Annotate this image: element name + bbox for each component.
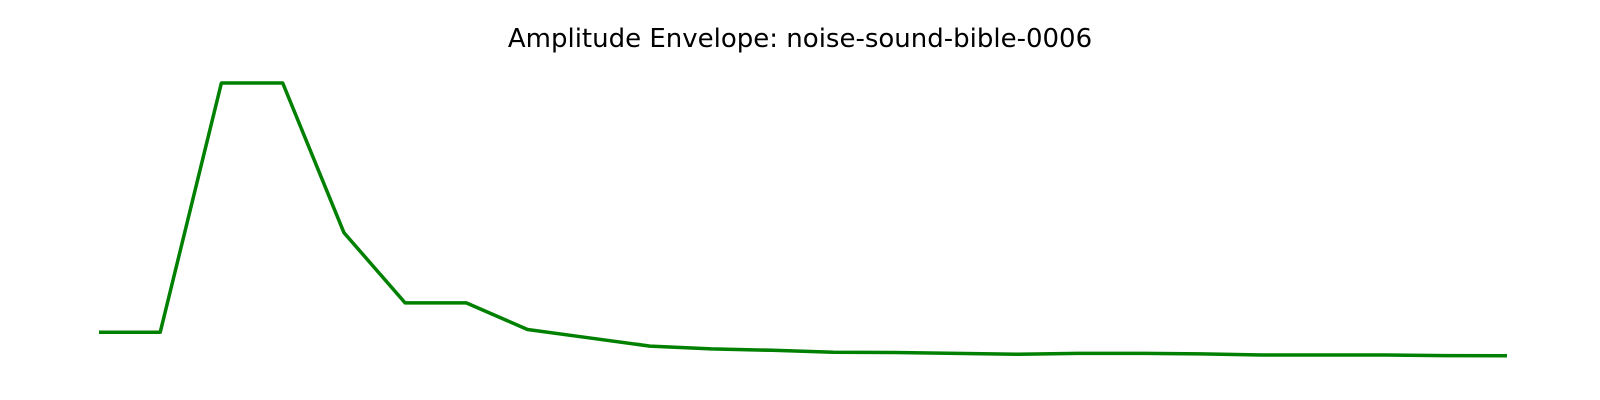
chart-title: Amplitude Envelope: noise-sound-bible-00… [507,24,1093,54]
envelope-series-line [99,81,1508,358]
